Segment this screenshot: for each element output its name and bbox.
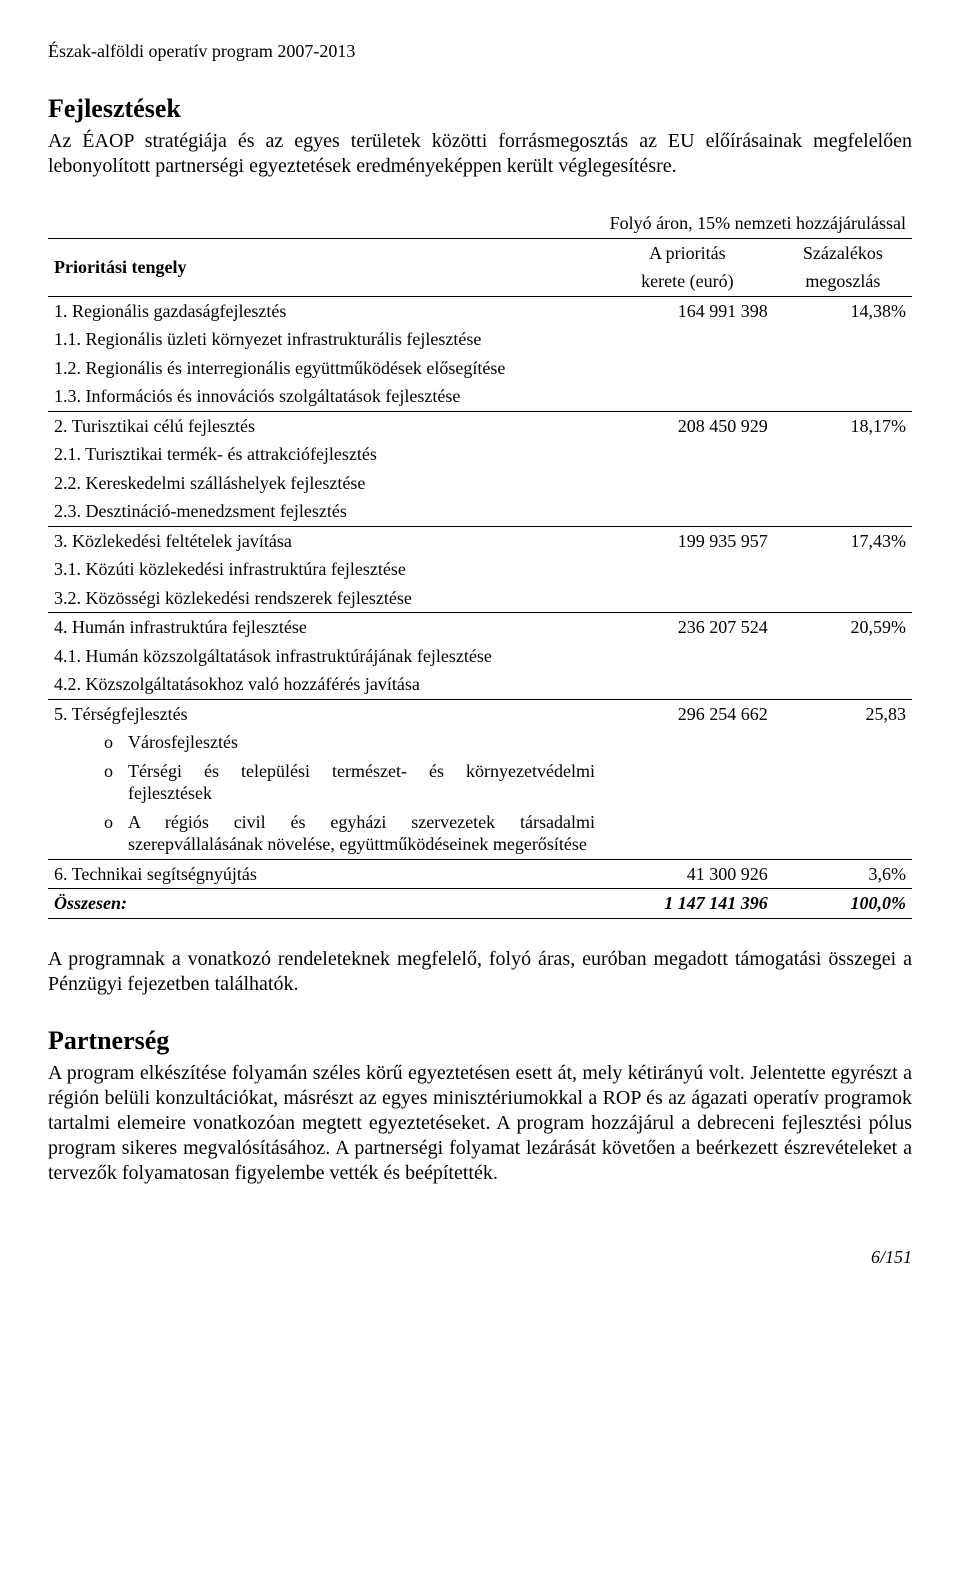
intro-paragraph: Az ÉAOP stratégiája és az egyes területe… xyxy=(48,129,912,179)
table-row-value xyxy=(601,497,774,526)
table-row-value xyxy=(601,808,774,860)
table-row-pct xyxy=(774,440,912,469)
priorities-table: Folyó áron, 15% nemzeti hozzájárulással … xyxy=(48,209,912,919)
bullet-icon: o xyxy=(104,760,128,805)
table-row-label: 6. Technikai segítségnyújtás xyxy=(48,859,601,889)
table-row-pct xyxy=(774,354,912,383)
table-row-value xyxy=(601,382,774,411)
table-row-label: 1.3. Információs és innovációs szolgálta… xyxy=(48,382,601,411)
table-row-value xyxy=(601,757,774,808)
table-row-value: 236 207 524 xyxy=(601,613,774,642)
table-row-pct xyxy=(774,670,912,699)
page-header: Észak-alföldi operatív program 2007-2013 xyxy=(48,40,912,63)
table-row-value: 296 254 662 xyxy=(601,699,774,728)
page-number: 6/151 xyxy=(48,1246,912,1269)
table-row-label: 2.1. Turisztikai termék- és attrakciófej… xyxy=(48,440,601,469)
table-row-value xyxy=(601,325,774,354)
total-label: Összesen: xyxy=(48,889,601,919)
heading-fejlesztesek: Fejlesztések xyxy=(48,93,912,126)
table-row-value: 208 450 929 xyxy=(601,411,774,440)
col-header-budget-2: kerete (euró) xyxy=(601,267,774,296)
col-header-pct-2: megoszlás xyxy=(774,267,912,296)
table-row-label: 4.1. Humán közszolgáltatások infrastrukt… xyxy=(48,642,601,671)
table-row-label: 1.1. Regionális üzleti környezet infrast… xyxy=(48,325,601,354)
table-row-pct: 14,38% xyxy=(774,296,912,325)
bullet-icon: o xyxy=(104,811,128,856)
table-row-pct: 17,43% xyxy=(774,526,912,555)
col-header-axis: Prioritási tengely xyxy=(48,238,601,296)
table-row-pct: 25,83 xyxy=(774,699,912,728)
table-row-label: 3.1. Közúti közlekedési infrastruktúra f… xyxy=(48,555,601,584)
post-table-paragraph: A programnak a vonatkozó rendeleteknek m… xyxy=(48,947,912,997)
table-row-value: 199 935 957 xyxy=(601,526,774,555)
total-value: 1 147 141 396 xyxy=(601,889,774,919)
table-row-label: 1.2. Regionális és interregionális együt… xyxy=(48,354,601,383)
table-row-value xyxy=(601,584,774,613)
table-row-label: 2.3. Desztináció-menedzsment fejlesztés xyxy=(48,497,601,526)
table-row-label: 1. Regionális gazdaságfejlesztés xyxy=(48,296,601,325)
table-row-label: 2. Turisztikai célú fejlesztés xyxy=(48,411,601,440)
table-row-label: 3. Közlekedési feltételek javítása xyxy=(48,526,601,555)
table-caption: Folyó áron, 15% nemzeti hozzájárulással xyxy=(601,209,912,238)
table-row-label: oTérségi és települési természet- és kör… xyxy=(48,757,601,808)
total-pct: 100,0% xyxy=(774,889,912,919)
col-header-budget-1: A prioritás xyxy=(601,238,774,267)
table-row-value xyxy=(601,728,774,757)
table-row-label: oA régiós civil és egyházi szervezetek t… xyxy=(48,808,601,860)
table-row-pct xyxy=(774,555,912,584)
bullet-icon: o xyxy=(104,731,128,754)
table-row-pct xyxy=(774,497,912,526)
table-row-pct: 18,17% xyxy=(774,411,912,440)
table-row-pct: 20,59% xyxy=(774,613,912,642)
table-row-pct xyxy=(774,728,912,757)
table-row-value xyxy=(601,555,774,584)
col-header-pct-1: Százalékos xyxy=(774,238,912,267)
heading-partnerseg: Partnerség xyxy=(48,1025,912,1058)
table-row-pct xyxy=(774,757,912,808)
table-row-pct xyxy=(774,808,912,860)
table-row-value: 164 991 398 xyxy=(601,296,774,325)
table-row-value xyxy=(601,642,774,671)
table-row-value xyxy=(601,670,774,699)
table-row-label: 4.2. Közszolgáltatásokhoz való hozzáféré… xyxy=(48,670,601,699)
table-row-label: 4. Humán infrastruktúra fejlesztése xyxy=(48,613,601,642)
table-row-pct xyxy=(774,382,912,411)
table-row-label: 3.2. Közösségi közlekedési rendszerek fe… xyxy=(48,584,601,613)
table-row-label: 5. Térségfejlesztés xyxy=(48,699,601,728)
table-row-value xyxy=(601,354,774,383)
table-row-pct xyxy=(774,642,912,671)
table-row-value xyxy=(601,440,774,469)
table-row-pct xyxy=(774,325,912,354)
table-row-pct: 3,6% xyxy=(774,859,912,889)
table-row-label: oVárosfejlesztés xyxy=(48,728,601,757)
table-row-pct xyxy=(774,469,912,498)
partnerseg-paragraph: A program elkészítése folyamán széles kö… xyxy=(48,1061,912,1186)
table-row-value xyxy=(601,469,774,498)
table-row-value: 41 300 926 xyxy=(601,859,774,889)
table-row-label: 2.2. Kereskedelmi szálláshelyek fejleszt… xyxy=(48,469,601,498)
table-row-pct xyxy=(774,584,912,613)
